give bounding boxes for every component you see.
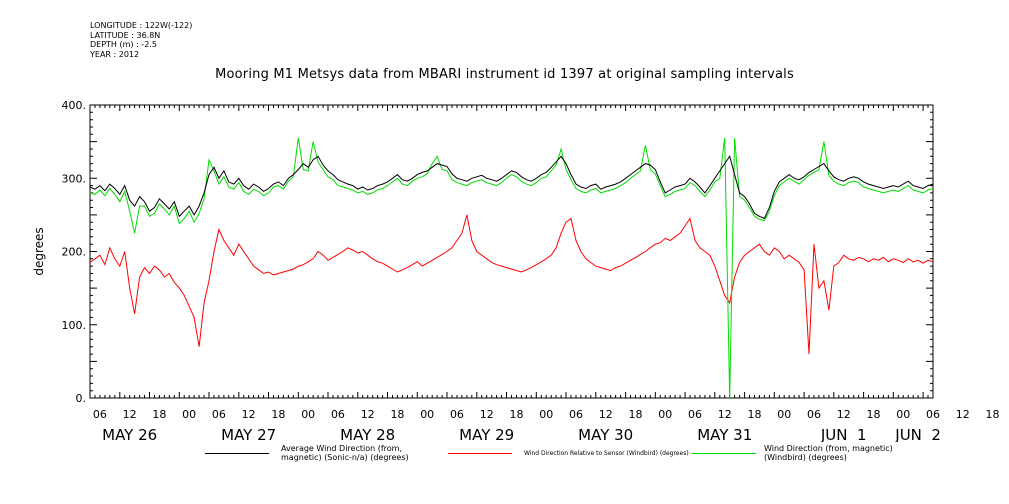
y-tick-label: 100. [62,319,87,332]
series-windbird-direction-line [89,137,934,399]
longitude-label: LONGITUDE : 122W(-122) [90,21,193,30]
wind-direction-chart: 0. 100. 200. 300. 400. degrees 06 12 18 00 06 12 18 0… [32,99,1000,442]
x-day-label: MAY 28 [340,426,395,442]
x-hour-label: 06 [450,408,464,421]
x-hour-label: 12 [718,408,732,421]
x-hour-label: 00 [777,408,791,421]
x-hour-label: 12 [956,408,970,421]
x-day-label: JUN 2 [894,426,941,442]
legend-line-relative-wind [448,453,512,454]
x-hour-label: 00 [182,408,196,421]
x-hour-label: 18 [152,408,166,421]
legend: Average Wind Direction (from, magnetic) … [0,442,1009,472]
year-label: YEAR : 2012 [90,49,140,59]
metadata-block: LONGITUDE : 122W(-122) LATITUDE : 36.8N … [90,21,192,59]
x-hour-label: 12 [480,408,494,421]
depth-label: DEPTH (m) : -2.5 [90,40,157,49]
y-tick-label: 0. [76,392,87,405]
x-hour-label: 00 [896,408,910,421]
latitude-label: LATITUDE : 36.8N [90,30,161,40]
series-average-wind-line [89,155,934,220]
x-day-label: MAY 27 [221,426,276,442]
y-tick-label: 300. [62,172,87,185]
x-hour-label: 00 [301,408,315,421]
legend-label-relative-wind: Wind Direction Relative to Sensor (Windb… [524,450,689,457]
y-tick-label: 200. [62,246,87,259]
series-relative-wind-line [89,214,934,355]
x-hour-label: 06 [688,408,702,421]
x-hour-label: 18 [747,408,761,421]
x-hour-label: 00 [420,408,434,421]
legend-line-average-wind [205,453,269,454]
x-hour-label: 12 [837,408,851,421]
x-hour-label: 06 [807,408,821,421]
x-hour-label: 12 [242,408,256,421]
legend-line-windbird-direction [692,453,756,454]
x-hour-label: 06 [569,408,583,421]
x-hour-label: 06 [331,408,345,421]
x-hour-label: 18 [986,408,1000,421]
x-hour-label: 12 [123,408,137,421]
x-day-label: MAY 26 [102,426,157,442]
x-day-label: JUN 1 [820,426,867,442]
chart-title: Mooring M1 Metsys data from MBARI instru… [215,67,794,82]
legend-label-windbird-direction: Wind Direction (from, magnetic) (Windbir… [764,444,893,462]
x-hour-label: 00 [658,408,672,421]
x-hour-label: 06 [212,408,226,421]
x-hour-label: 18 [628,408,642,421]
x-hour-label: 12 [599,408,613,421]
x-axis-ticks [89,105,934,398]
plot-frame [89,104,934,399]
x-hour-label: 06 [93,408,107,421]
x-hour-label: 12 [361,408,375,421]
x-day-label: MAY 30 [578,426,633,442]
x-hour-label: 18 [509,408,523,421]
y-tick-label: 400. [62,99,87,112]
x-hour-label: 18 [866,408,880,421]
x-day-label: MAY 31 [697,426,752,442]
y-axis-ticks [90,104,933,399]
x-hour-label: 06 [926,408,940,421]
x-hour-label: 00 [539,408,553,421]
y-axis-label: degrees [32,227,46,275]
x-hour-label: 18 [271,408,285,421]
x-day-label: MAY 29 [459,426,514,442]
legend-label-average-wind: Average Wind Direction (from, magnetic) … [281,444,409,462]
x-hour-label: 18 [390,408,404,421]
